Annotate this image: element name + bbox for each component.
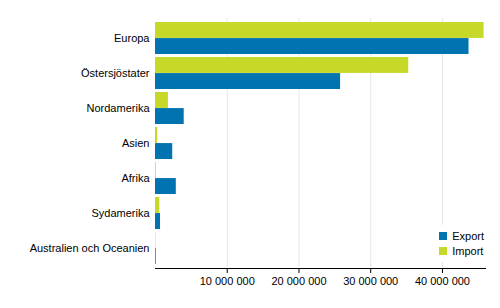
svg-text:Nordamerika: Nordamerika	[87, 102, 151, 114]
svg-text:Europa: Europa	[114, 32, 150, 44]
html-text:Export: Export	[452, 230, 484, 242]
svg-text:10 000 000: 10 000 000	[200, 275, 255, 287]
svg-text:Afrika: Afrika	[121, 172, 150, 184]
svg-text:40 000 000: 40 000 000	[415, 275, 470, 287]
svg-text:Australien och Oceanien: Australien och Oceanien	[30, 242, 150, 254]
svg-text:Östersjöstater: Östersjöstater	[81, 67, 150, 79]
html-text:Import: Import	[452, 245, 484, 257]
svg-text:Asien: Asien	[122, 137, 150, 149]
svg-text:Sydamerika: Sydamerika	[91, 207, 150, 219]
svg-text:30 000 000: 30 000 000	[343, 275, 398, 287]
svg-text:20 000 000: 20 000 000	[271, 275, 326, 287]
